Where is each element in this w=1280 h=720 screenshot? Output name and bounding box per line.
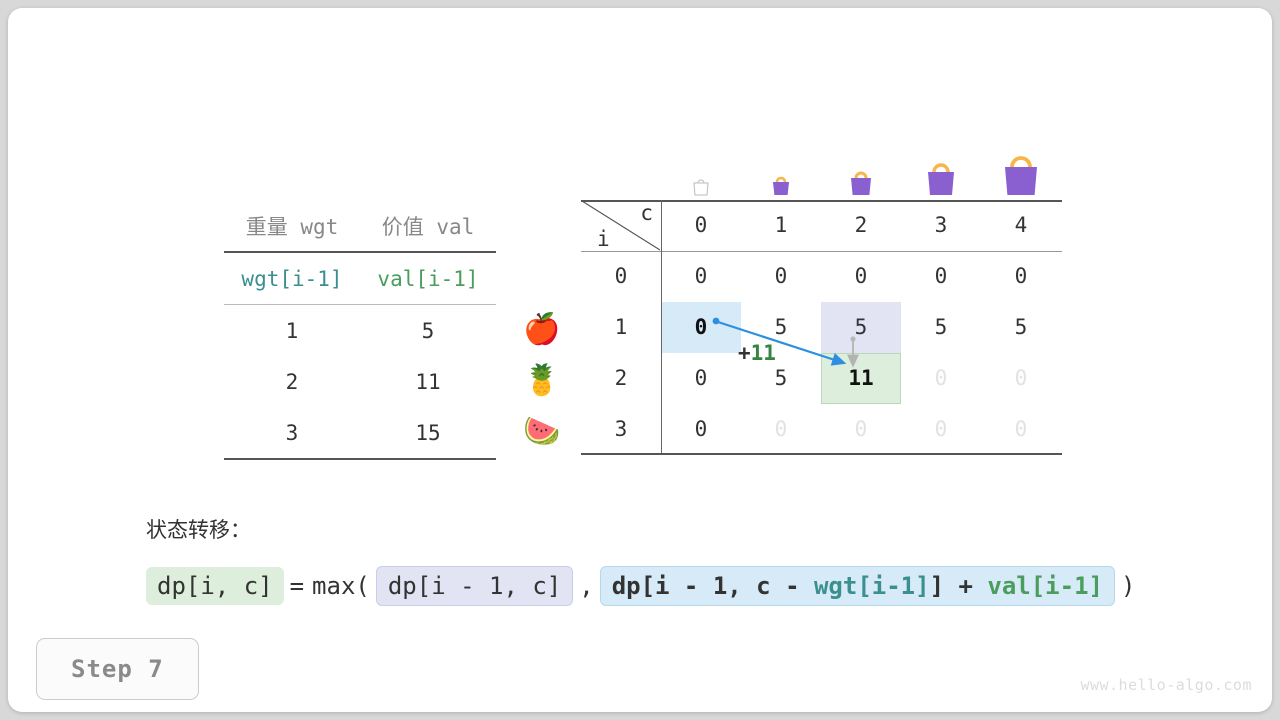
formula-equals: = bbox=[289, 572, 305, 600]
dp-cell-0-4: 0 bbox=[1014, 264, 1028, 288]
dp-cell-2-0: 0 bbox=[694, 366, 708, 390]
formula-option-b-pre: dp[i - 1, c - bbox=[611, 572, 814, 600]
item-table-symbol-row: wgt[i-1] val[i-1] bbox=[224, 252, 496, 305]
dp-cell-0-2: 0 bbox=[854, 264, 868, 288]
dp-row-header-0: 0 bbox=[614, 264, 628, 288]
watermelon-icon: 🍉 bbox=[523, 414, 561, 449]
bag-icons-row bbox=[661, 136, 1062, 196]
bag-large-icon bbox=[928, 163, 954, 195]
item-table-header-wgt: 重量 wgt bbox=[224, 200, 360, 253]
dp-cell-3-1: 0 bbox=[774, 417, 788, 441]
item-wgt-2: 2 bbox=[285, 369, 299, 394]
apple-icon: 🍎 bbox=[523, 312, 561, 347]
dp-col-axis-label: c bbox=[640, 201, 653, 225]
item-row-3: 3 15 bbox=[224, 407, 496, 460]
dp-row-header-1: 1 bbox=[614, 315, 628, 339]
formula-option-b-wgt: wgt[i-1] bbox=[813, 572, 930, 600]
dp-rule-top bbox=[581, 200, 1062, 202]
bag-icon-capacity-3 bbox=[901, 158, 981, 196]
dp-cell-3-3: 0 bbox=[934, 417, 948, 441]
bag-empty-icon bbox=[693, 179, 709, 196]
gain-value: 11 bbox=[750, 341, 776, 365]
dp-col-header-1: 1 bbox=[774, 213, 788, 237]
formula-comma: , bbox=[579, 572, 594, 600]
bag-small-icon bbox=[773, 176, 789, 195]
slide-canvas: 重量 wgt 价值 val wgt[i-1] val[i-1] 1 5 2 11… bbox=[8, 8, 1272, 712]
state-transition-label: 状态转移： bbox=[146, 518, 251, 542]
dp-table: c i 0 1 2 3 4 0 1 2 3 0 0 0 0 0 0 5 5 5 … bbox=[581, 200, 1062, 455]
bag-icon-capacity-4 bbox=[981, 150, 1061, 196]
dp-cell-3-2: 0 bbox=[854, 417, 868, 441]
dp-cell-1-0: 0 bbox=[694, 315, 708, 339]
bag-icon-capacity-0 bbox=[661, 176, 741, 196]
dp-cell-3-4: 0 bbox=[1014, 417, 1028, 441]
item-row-1: 1 5 bbox=[224, 305, 496, 357]
dp-col-header-0: 0 bbox=[694, 213, 708, 237]
bag-medium-icon bbox=[851, 171, 871, 195]
dp-cell-0-3: 0 bbox=[934, 264, 948, 288]
state-transition-formula: dp[i, c] = max( dp[i - 1, c] , dp[i - 1,… bbox=[144, 566, 1139, 606]
dp-cell-3-0: 0 bbox=[694, 417, 708, 441]
gain-annotation: +11 bbox=[738, 341, 776, 365]
dp-col-header-4: 4 bbox=[1014, 213, 1028, 237]
dp-col-header-2: 2 bbox=[854, 213, 868, 237]
dp-cell-2-1: 5 bbox=[774, 366, 788, 390]
formula-close: ) bbox=[1120, 572, 1136, 600]
dp-cell-1-3: 5 bbox=[934, 315, 948, 339]
dp-rule-vertical bbox=[661, 200, 662, 453]
dp-corner-cell: c i bbox=[581, 200, 661, 251]
formula-option-a: dp[i - 1, c] bbox=[375, 566, 574, 606]
formula-target: dp[i, c] bbox=[146, 567, 284, 605]
formula-max-open: max( bbox=[312, 572, 370, 600]
item-val-3: 15 bbox=[360, 407, 496, 460]
formula-option-b: dp[i - 1, c - wgt[i-1]] + val[i-1] bbox=[599, 566, 1115, 606]
dp-rule-header bbox=[581, 251, 1062, 252]
dp-cell-1-4: 5 bbox=[1014, 315, 1028, 339]
corner-diagonal-icon bbox=[581, 200, 661, 251]
pineapple-icon: 🍍 bbox=[523, 363, 561, 398]
item-wgt-1: 1 bbox=[285, 318, 299, 343]
item-table-header-val: 价值 val bbox=[360, 200, 496, 253]
fruit-column: 🍎 🍍 🍉 bbox=[514, 304, 570, 457]
dp-row-header-3: 3 bbox=[614, 417, 628, 441]
dp-cell-2-3: 0 bbox=[934, 366, 948, 390]
item-val-2: 11 bbox=[415, 369, 441, 394]
symbol-val: val[i-1] bbox=[360, 252, 496, 305]
dp-col-header-3: 3 bbox=[934, 213, 948, 237]
bag-xlarge-icon bbox=[1005, 156, 1037, 195]
dp-cell-0-1: 0 bbox=[774, 264, 788, 288]
gain-plus-sign: + bbox=[738, 341, 751, 365]
item-wgt-3: 3 bbox=[224, 407, 360, 460]
dp-cell-1-2: 5 bbox=[854, 315, 868, 339]
dp-cell-2-4: 0 bbox=[1014, 366, 1028, 390]
item-row-2: 2 11 bbox=[224, 356, 496, 407]
item-table: 重量 wgt 价值 val wgt[i-1] val[i-1] 1 5 2 11… bbox=[224, 200, 496, 460]
item-val-1: 5 bbox=[421, 318, 435, 343]
bag-icon-capacity-2 bbox=[821, 166, 901, 196]
step-badge: Step 7 bbox=[36, 638, 199, 700]
formula-option-b-val: val[i-1] bbox=[987, 572, 1103, 600]
dp-cell-0-0: 0 bbox=[694, 264, 708, 288]
formula-option-b-mid: ] + bbox=[929, 572, 988, 600]
watermark: www.hello-algo.com bbox=[1080, 676, 1252, 694]
bag-icon-capacity-1 bbox=[741, 172, 821, 196]
dp-cell-2-2: 11 bbox=[848, 366, 874, 390]
symbol-wgt: wgt[i-1] bbox=[224, 252, 360, 305]
item-table-header-row: 重量 wgt 价值 val bbox=[224, 200, 496, 253]
dp-row-axis-label: i bbox=[597, 227, 610, 251]
dp-rule-bottom bbox=[581, 453, 1062, 455]
dp-row-header-2: 2 bbox=[614, 366, 628, 390]
